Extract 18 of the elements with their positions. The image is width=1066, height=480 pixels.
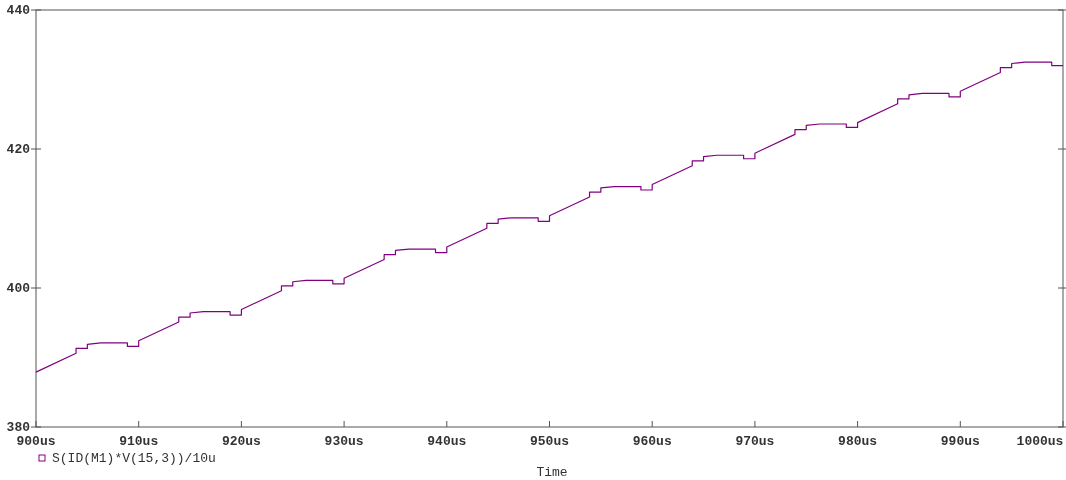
legend-label: S(ID(M1)*V(15,3))/10u bbox=[52, 451, 216, 466]
x-tick-label: 970us bbox=[735, 434, 775, 449]
x-tick-label: 980us bbox=[838, 434, 878, 449]
x-tick-label: 960us bbox=[632, 434, 672, 449]
x-axis-title: Time bbox=[536, 465, 568, 480]
y-tick-label: 440 bbox=[6, 3, 31, 18]
x-tick-label: 920us bbox=[221, 434, 262, 449]
y-tick-label: 380 bbox=[6, 420, 31, 435]
y-tick-label: 400 bbox=[6, 281, 31, 296]
x-tick-label: 930us bbox=[324, 434, 364, 449]
line-series bbox=[35, 61, 1064, 373]
x-tick-label: 990us bbox=[940, 434, 980, 449]
x-tick-label: 910us bbox=[119, 434, 159, 449]
x-tick-label: 900us bbox=[16, 434, 56, 449]
x-tick-label: 1000us bbox=[1016, 434, 1064, 449]
y-tick-label: 420 bbox=[6, 142, 31, 157]
x-tick-label: 950us bbox=[529, 434, 570, 449]
x-tick-label: 940us bbox=[427, 434, 467, 449]
